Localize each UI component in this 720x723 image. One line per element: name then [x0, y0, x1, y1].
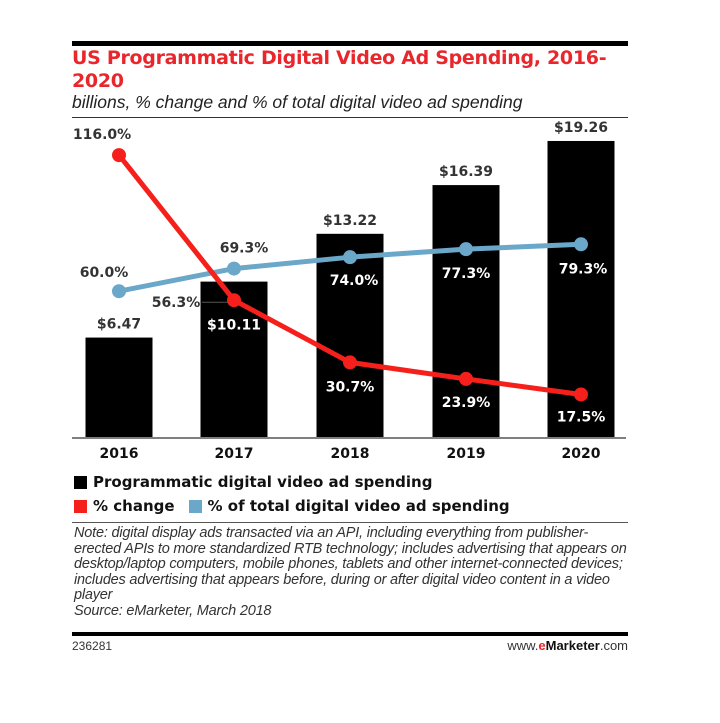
pct-total-point-2017 — [227, 261, 241, 276]
x-tick-label: 2016 — [100, 446, 139, 462]
source-text: Source: eMarketer, March 2018 — [74, 602, 272, 619]
bottom-rule — [72, 632, 628, 636]
bar-value-label: $19.26 — [554, 120, 608, 136]
pct-total-label: 60.0% — [80, 265, 129, 281]
bar-2019 — [432, 185, 500, 437]
legend: Programmatic digital video ad spending %… — [74, 470, 510, 518]
title-divider — [72, 117, 628, 118]
legend-row-2: % change % of total digital video ad spe… — [74, 494, 510, 518]
emarketer-logo: www.eMarketer.com — [507, 638, 628, 653]
legend-swatch-black — [74, 475, 87, 489]
bar-value-label: $10.11 — [207, 318, 261, 334]
bar-2018 — [316, 233, 384, 437]
bar-2016 — [85, 337, 153, 437]
pct-change-point-2018 — [343, 355, 357, 370]
pct-change-point-2016 — [112, 148, 126, 163]
pct-change-point-2019 — [459, 371, 473, 386]
legend-swatch-red — [74, 499, 87, 513]
x-tick-label: 2019 — [447, 446, 486, 462]
x-tick-label: 2020 — [562, 446, 601, 462]
bar-value-label: $6.47 — [97, 317, 141, 333]
note-divider — [72, 522, 628, 523]
chart-id: 236281 — [72, 639, 113, 653]
chart-subtitle: billions, % change and % of total digita… — [72, 92, 523, 112]
pct-total-point-2020 — [574, 237, 588, 252]
pct-total-label: 69.3% — [220, 241, 269, 257]
pct-change-point-2020 — [574, 387, 588, 402]
pct-change-label: 23.9% — [442, 395, 491, 411]
legend-label: % change — [93, 497, 175, 515]
pct-total-label: 74.0% — [330, 273, 379, 289]
legend-label: % of total digital video ad spending — [207, 497, 510, 515]
pct-change-label: 30.7% — [326, 379, 375, 395]
top-rule — [72, 41, 628, 46]
x-tick-label: 2017 — [215, 446, 254, 462]
pct-change-label: 56.3% — [152, 295, 201, 311]
pct-total-point-2018 — [343, 250, 357, 265]
pct-total-point-2019 — [459, 242, 473, 257]
pct-change-label: 17.5% — [557, 409, 606, 425]
pct-change-point-2017 — [227, 293, 241, 308]
bar-2017 — [200, 281, 268, 437]
bar-value-label: $16.39 — [439, 164, 493, 180]
chart-title: US Programmatic Digital Video Ad Spendin… — [72, 47, 607, 92]
bar-value-label: $13.22 — [323, 213, 377, 229]
x-tick-label: 2018 — [331, 446, 370, 462]
pct-total-label: 79.3% — [559, 261, 608, 277]
legend-swatch-blue — [188, 499, 202, 513]
note-text: Note: digital display ads transacted via… — [74, 525, 627, 603]
pct-total-label: 77.3% — [442, 266, 491, 282]
pct-change-label: 116.0% — [73, 127, 131, 143]
legend-item-spending: Programmatic digital video ad spending — [74, 470, 510, 494]
pct-total-point-2016 — [112, 284, 126, 299]
note-block: Note: digital display ads transacted via… — [74, 525, 634, 619]
legend-label: Programmatic digital video ad spending — [93, 473, 433, 491]
